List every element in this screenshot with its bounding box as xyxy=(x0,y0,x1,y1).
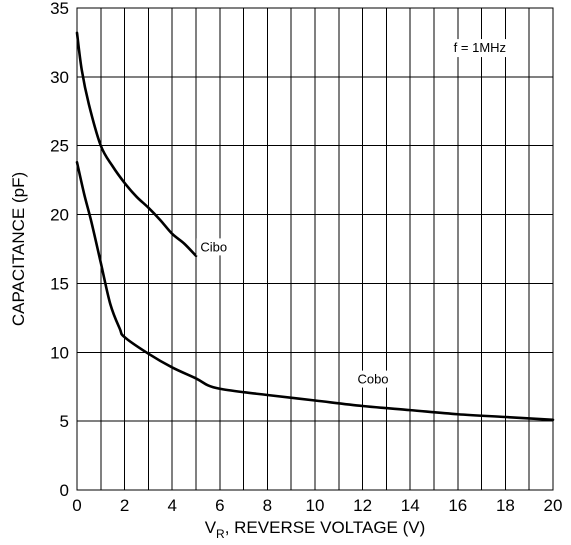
x-tick-label: 10 xyxy=(306,496,325,515)
x-tick-label: 6 xyxy=(215,496,224,515)
x-axis-label-subscript: R xyxy=(216,527,225,541)
series-label-background xyxy=(353,370,394,388)
x-tick-label: 2 xyxy=(120,496,129,515)
series-line-cobo xyxy=(75,160,555,422)
y-tick-label: 5 xyxy=(60,412,69,431)
x-axis-label-main: V xyxy=(205,518,217,537)
tick-labels: 0 2 4 6 8 10 12 14 16 18 20 0 5 10 15 20 25 30 35 xyxy=(50,0,562,515)
frequency-annotation-background xyxy=(450,39,527,58)
y-tick-label: 35 xyxy=(50,0,69,18)
series-labels: Cibo Cobo xyxy=(196,238,394,388)
series-label-background xyxy=(196,238,237,256)
y-axis-label: CAPACITANCE (pF) xyxy=(9,172,28,326)
y-tick-label: 10 xyxy=(50,343,69,362)
y-tick-label: 15 xyxy=(50,274,69,293)
y-tick-label: 0 xyxy=(60,481,69,500)
frequency-annotation-text: f = 1MHz xyxy=(454,40,506,55)
y-tick-label: 20 xyxy=(50,206,69,225)
x-tick-label: 20 xyxy=(544,496,563,515)
x-tick-label: 18 xyxy=(496,496,515,515)
x-tick-label: 0 xyxy=(72,496,81,515)
x-tick-label: 14 xyxy=(401,496,420,515)
y-tick-label: 25 xyxy=(50,137,69,156)
x-tick-label: 16 xyxy=(448,496,467,515)
x-axis-label: VR, REVERSE VOLTAGE (V) xyxy=(205,518,426,541)
plot-frame xyxy=(76,7,554,491)
x-tick-label: 8 xyxy=(263,496,272,515)
x-axis-label-rest: , REVERSE VOLTAGE (V) xyxy=(225,518,426,537)
series-label-cobo: Cobo xyxy=(357,372,388,387)
x-tick-label: 4 xyxy=(167,496,176,515)
curves xyxy=(75,31,555,422)
y-tick-label: 30 xyxy=(50,68,69,87)
series-line-cibo xyxy=(75,31,198,258)
frequency-annotation: f = 1MHz xyxy=(450,39,527,58)
grid xyxy=(77,8,553,490)
series-label-cibo: Cibo xyxy=(200,239,227,254)
x-tick-label: 12 xyxy=(353,496,372,515)
